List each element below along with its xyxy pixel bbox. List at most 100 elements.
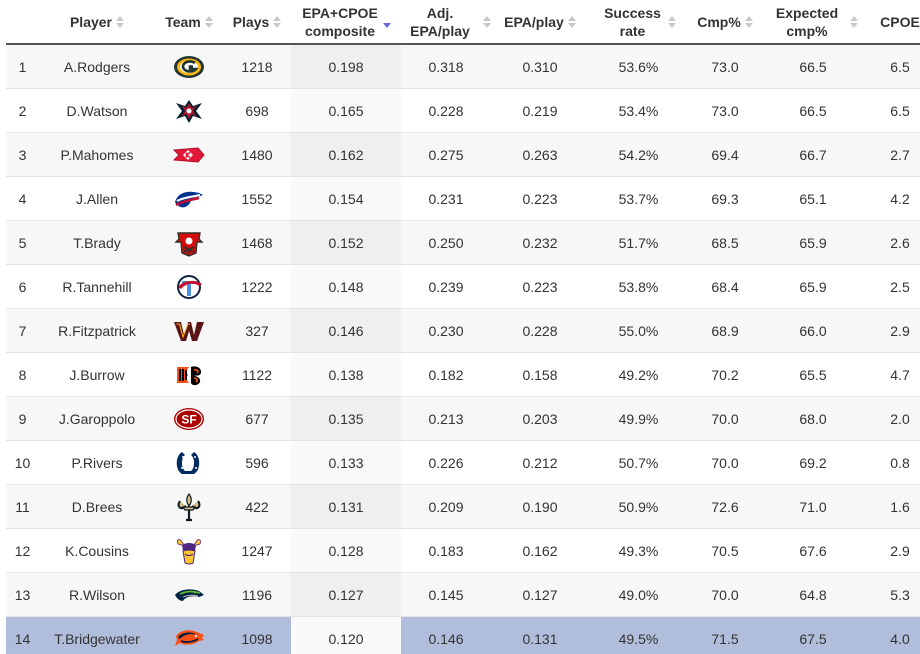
cell-cpoe: 2.9 xyxy=(864,308,920,353)
cell-cmp: 72.6 xyxy=(688,484,762,529)
column-header-cmp[interactable]: Cmp% xyxy=(688,0,762,45)
cell-exp_cmp: 65.9 xyxy=(762,220,864,265)
cell-exp_cmp: 66.5 xyxy=(762,88,864,133)
cell-player: K.Cousins xyxy=(39,528,155,573)
cell-plays: 1222 xyxy=(223,264,291,309)
column-header-cpoe[interactable]: CPOE xyxy=(864,0,920,45)
table-row[interactable]: 2 D.Watson 698 0.165 0.228 0.219 53.4% 73.0 66.5… xyxy=(6,88,920,133)
cell-composite: 0.152 xyxy=(291,220,401,265)
cell-adj_epa: 0.228 xyxy=(401,88,491,133)
cell-rank: 7 xyxy=(6,308,39,353)
column-header-epa[interactable]: EPA/play xyxy=(491,0,589,45)
cell-epa: 0.310 xyxy=(491,44,589,89)
bills-logo-icon xyxy=(172,184,206,214)
column-header-label: Cmp% xyxy=(697,13,741,30)
column-header-content: CPOE xyxy=(880,13,920,31)
cell-success: 49.3% xyxy=(589,528,688,573)
sort-descending-icon[interactable] xyxy=(383,16,391,28)
cell-cmp: 71.5 xyxy=(688,616,762,654)
cell-exp_cmp: 71.0 xyxy=(762,484,864,529)
cell-composite: 0.162 xyxy=(291,132,401,177)
table-row[interactable]: 8 J.Burrow 1122 0.138 0.182 0.158 49.2% 70.2 65.… xyxy=(6,352,920,397)
table-row[interactable]: 4 J.Allen 1552 0.154 0.231 0.223 53.7% 69.3 65.1… xyxy=(6,176,920,221)
sort-icon[interactable] xyxy=(483,15,491,28)
team-logo-cell xyxy=(155,220,223,265)
cell-epa: 0.190 xyxy=(491,484,589,529)
team-logo-cell xyxy=(155,88,223,133)
cell-plays: 698 xyxy=(223,88,291,133)
column-header-content: EPA+CPOE composite xyxy=(301,4,391,40)
cell-player: R.Fitzpatrick xyxy=(39,308,155,353)
team-logo-cell xyxy=(155,44,223,89)
cell-cmp: 73.0 xyxy=(688,44,762,89)
cell-exp_cmp: 64.8 xyxy=(762,572,864,617)
sort-icon[interactable] xyxy=(744,15,753,28)
sort-icon[interactable] xyxy=(116,15,125,28)
table-row[interactable]: 1 A.Rodgers 1218 0.198 0.318 0.310 53.6% 73.0 66… xyxy=(6,44,920,89)
team-logo-cell xyxy=(155,616,223,654)
column-header-team[interactable]: Team xyxy=(155,0,223,45)
table-row[interactable]: 14 T.Bridgewater 1098 0.120 0.146 0.131 49.5% 7… xyxy=(6,616,920,654)
cell-composite: 0.135 xyxy=(291,396,401,441)
table-row[interactable]: 5 T.Brady 1468 0.152 0.250 0.232 51.7% 68.5 65.9… xyxy=(6,220,920,265)
cell-adj_epa: 0.275 xyxy=(401,132,491,177)
cell-cpoe: 2.5 xyxy=(864,264,920,309)
team-logo-cell xyxy=(155,264,223,309)
cell-cmp: 70.0 xyxy=(688,396,762,441)
sort-icon[interactable] xyxy=(567,15,576,28)
cell-adj_epa: 0.226 xyxy=(401,440,491,485)
table-row[interactable]: 3 P.Mahomes 1480 0.162 0.275 0.263 54.2% 69.4 66… xyxy=(6,132,920,177)
cell-rank: 14 xyxy=(6,616,39,654)
packers-logo-icon xyxy=(172,52,206,82)
cell-exp_cmp: 65.1 xyxy=(762,176,864,221)
cell-adj_epa: 0.182 xyxy=(401,352,491,397)
table-row[interactable]: 7 R.Fitzpatrick 327 0.146 0.230 0.228 55.0% 68.… xyxy=(6,308,920,353)
cell-cmp: 68.9 xyxy=(688,308,762,353)
cell-success: 53.4% xyxy=(589,88,688,133)
column-header-adj_epa[interactable]: Adj. EPA/play xyxy=(401,0,491,45)
cell-cmp: 70.0 xyxy=(688,440,762,485)
column-header-composite[interactable]: EPA+CPOE composite xyxy=(291,0,401,45)
cell-adj_epa: 0.250 xyxy=(401,220,491,265)
table-row[interactable]: 9 J.Garoppolo SF 677 0.135 0.213 0.203 49.9% 70.… xyxy=(6,396,920,441)
49ers-logo-icon: SF xyxy=(172,404,206,434)
table-row[interactable]: 12 K.Cousins 1247 0.128 0.183 0.162 49.3% 70.5 6… xyxy=(6,528,920,573)
cell-cpoe: 5.3 xyxy=(864,572,920,617)
colts-logo-icon xyxy=(172,448,206,478)
cell-composite: 0.128 xyxy=(291,528,401,573)
cell-player: T.Bridgewater xyxy=(39,616,155,654)
cell-player: J.Garoppolo xyxy=(39,396,155,441)
column-header-exp_cmp[interactable]: Expected cmp% xyxy=(762,0,864,45)
sort-icon[interactable] xyxy=(204,15,213,28)
column-header-content: Success rate xyxy=(602,4,676,40)
cell-plays: 1468 xyxy=(223,220,291,265)
cell-epa: 0.232 xyxy=(491,220,589,265)
cell-adj_epa: 0.209 xyxy=(401,484,491,529)
bengals-logo-icon xyxy=(172,360,206,390)
column-header-player[interactable]: Player xyxy=(39,0,155,45)
sort-icon[interactable] xyxy=(273,15,282,28)
column-header-plays[interactable]: Plays xyxy=(223,0,291,45)
cell-plays: 1218 xyxy=(223,44,291,89)
cell-composite: 0.148 xyxy=(291,264,401,309)
cell-cpoe: 2.9 xyxy=(864,528,920,573)
column-header-success[interactable]: Success rate xyxy=(589,0,688,45)
cell-exp_cmp: 68.0 xyxy=(762,396,864,441)
table-row[interactable]: 13 R.Wilson 1196 0.127 0.145 0.127 49.0% 70.0 64… xyxy=(6,572,920,617)
team-logo-cell xyxy=(155,528,223,573)
team-logo-cell xyxy=(155,132,223,177)
cell-success: 49.2% xyxy=(589,352,688,397)
cell-success: 53.7% xyxy=(589,176,688,221)
cell-plays: 596 xyxy=(223,440,291,485)
cell-success: 49.9% xyxy=(589,396,688,441)
cell-composite: 0.127 xyxy=(291,572,401,617)
table-row[interactable]: 11 D.Brees 422 0.131 0.209 0.190 50.9% 72.6 71.0… xyxy=(6,484,920,529)
cell-adj_epa: 0.239 xyxy=(401,264,491,309)
cell-adj_epa: 0.230 xyxy=(401,308,491,353)
cell-cpoe: 4.0 xyxy=(864,616,920,654)
table-row[interactable]: 6 R.Tannehill 1222 0.148 0.239 0.223 53.8% 68.4… xyxy=(6,264,920,309)
column-header-label: EPA/play xyxy=(504,13,564,30)
table-row[interactable]: 10 P.Rivers 596 0.133 0.226 0.212 50.7% 70.0 69.… xyxy=(6,440,920,485)
sort-icon[interactable] xyxy=(850,15,858,28)
sort-icon[interactable] xyxy=(667,15,676,28)
